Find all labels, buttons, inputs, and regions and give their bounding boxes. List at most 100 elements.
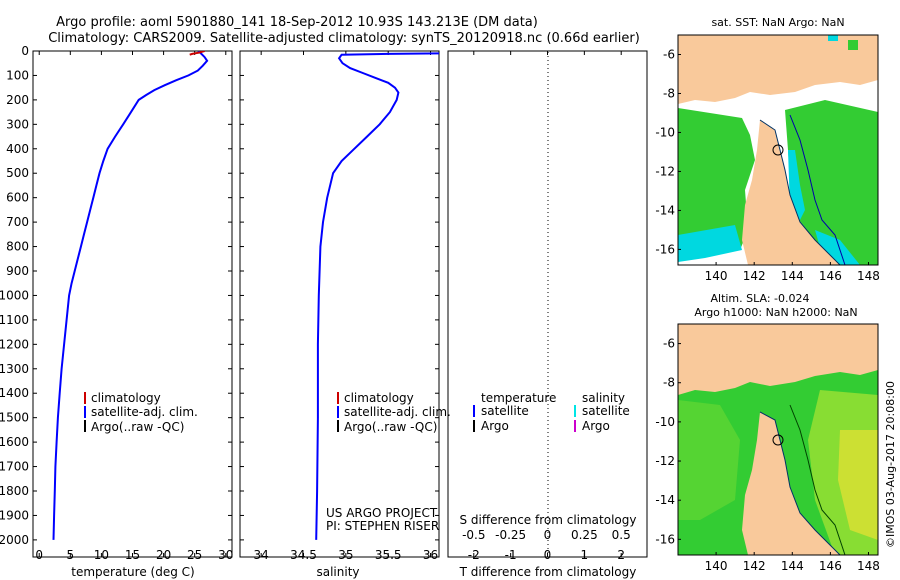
sla-map-xtick-label: 144 — [781, 559, 804, 573]
sst-map-ytick-label: -16 — [655, 242, 675, 256]
temperature-xtick-label: 5 — [66, 548, 74, 562]
temperature-ytick-label: 300 — [6, 117, 29, 131]
salinity-xtick-label: 35 — [338, 548, 353, 562]
temperature-ytick-label: 400 — [6, 142, 29, 156]
salinity-xtick-label: 34.5 — [290, 548, 317, 562]
temperature-ytick-label: 1500 — [0, 411, 29, 425]
temperature-xtick-label: 0 — [35, 548, 43, 562]
sst-map-ytick-label: -6 — [663, 47, 675, 61]
sla-anomaly-east-high — [838, 430, 878, 540]
salinity-series-satellite — [315, 52, 439, 540]
temperature-ytick-label: 1100 — [0, 313, 29, 327]
sst-coastline — [759, 119, 841, 265]
sla-map: Altim. SLA: -0.024 Argo h1000: NaN h2000… — [655, 292, 880, 573]
temp-legend-satellite: satellite — [481, 404, 529, 418]
sst-map-xtick-label: 146 — [819, 269, 842, 283]
sla-anomaly-west — [678, 400, 740, 520]
temperature-xtick-label: 10 — [94, 548, 109, 562]
temperature-ytick-label: 800 — [6, 240, 29, 254]
t-difference-xtick-label: 1 — [581, 548, 589, 562]
sst-map-ytick-label: -14 — [655, 203, 675, 217]
temperature-ytick-label: 2000 — [0, 533, 29, 547]
sst-map-ytick-label: -10 — [655, 125, 675, 139]
temperature-ytick-label: 1200 — [0, 337, 29, 351]
sst-shelf-line — [789, 114, 846, 265]
temperature-ytick-label: 1600 — [0, 435, 29, 449]
t-difference-label: T difference from climatology — [459, 565, 637, 579]
temperature-series-climatology — [189, 51, 205, 56]
temp-legend-argo: Argo — [481, 419, 509, 433]
sst-cloud-patch-green — [848, 40, 858, 50]
sst-map-xtick-label: 142 — [743, 269, 766, 283]
sla-map-ytick-label: -16 — [655, 532, 675, 546]
t-difference-xtick-label: 2 — [617, 548, 625, 562]
sst-cloud-patch-cyan — [828, 35, 838, 41]
temperature-panel: 0100200300400500600700800900100011001200… — [0, 44, 233, 579]
sla-map-ytick-label: -10 — [655, 415, 675, 429]
sla-map-xtick-label: 146 — [819, 559, 842, 573]
salinity-xtick-label: 34 — [254, 548, 269, 562]
salinity-axes-box — [239, 50, 440, 558]
temperature-xtick-label: 20 — [156, 548, 171, 562]
sst-float-marker — [772, 144, 784, 156]
sst-map-xtick-label: 148 — [857, 269, 880, 283]
sst-map-ytick-label: -12 — [655, 164, 675, 178]
salinity-xtick-label: 36 — [423, 548, 438, 562]
sla-map-ytick-label: -14 — [655, 493, 675, 507]
temperature-legend-satellite: satellite-adj. clim. — [91, 405, 198, 419]
sst-map-xtick-label: 140 — [705, 269, 728, 283]
s-difference-xtick-label: -0.25 — [495, 528, 526, 542]
s-difference-xtick-label: 0.25 — [571, 528, 598, 542]
sla-map-ytick-label: -12 — [655, 454, 675, 468]
temperature-ytick-label: 100 — [6, 68, 29, 82]
copyright-stamp: ©IMOS 03-Aug-2017 20:08:00 — [884, 381, 897, 548]
temperature-ytick-label: 200 — [6, 93, 29, 107]
temperature-xlabel: temperature (deg C) — [71, 565, 194, 579]
temperature-ytick-label: 1800 — [0, 484, 29, 498]
sal-legend-title: salinity — [582, 391, 625, 405]
salinity-legend-argo: Argo(..raw -QC) — [344, 420, 437, 434]
sla-map-xtick-label: 148 — [857, 559, 880, 573]
t-difference-xtick-label: 0 — [544, 548, 552, 562]
temperature-xtick-label: 15 — [125, 548, 140, 562]
sst-land-new-guinea — [678, 35, 878, 104]
salinity-legend: climatology satellite-adj. clim. Argo(..… — [337, 391, 451, 434]
sst-ocean-gulf-shelf — [678, 225, 742, 262]
title-line-1: Argo profile: aoml 5901880_141 18-Sep-20… — [56, 15, 538, 30]
temperature-legend-climatology: climatology — [91, 391, 161, 405]
sla-map-title-1: Altim. SLA: -0.024 — [710, 292, 809, 305]
salinity-legend-satellite: satellite-adj. clim. — [344, 405, 451, 419]
sal-legend-argo: Argo — [582, 419, 610, 433]
temperature-ytick-label: 1700 — [0, 460, 29, 474]
temperature-ytick-label: 600 — [6, 191, 29, 205]
sla-map-xtick-label: 140 — [705, 559, 728, 573]
t-difference-xtick-label: -2 — [468, 548, 480, 562]
sst-map-frame — [677, 34, 879, 266]
sla-map-ytick-label: -6 — [663, 337, 675, 351]
sst-land-cape-york — [742, 120, 840, 265]
temperature-ytick-label: 500 — [6, 166, 29, 180]
salinity-xtick-label: 35.5 — [375, 548, 402, 562]
temperature-ytick-label: 700 — [6, 215, 29, 229]
s-difference-xtick-label: 0 — [544, 528, 552, 542]
sal-legend-satellite: satellite — [582, 404, 630, 418]
sla-map-title-2: Argo h1000: NaN h2000: NaN — [694, 306, 857, 319]
sst-ocean-coral — [785, 100, 878, 265]
sla-map-ytick-label: -8 — [663, 376, 675, 390]
t-difference-xtick-label: -1 — [505, 548, 517, 562]
temperature-legend-argo: Argo(..raw -QC) — [91, 420, 184, 434]
sst-map-xtick-label: 144 — [781, 269, 804, 283]
title-line-2: Climatology: CARS2009. Satellite-adjuste… — [48, 31, 640, 46]
sla-coastline — [759, 411, 841, 555]
temp-legend-title: temperature — [481, 391, 556, 405]
temperature-axes-box — [32, 50, 233, 558]
sla-map-xtick-label: 142 — [743, 559, 766, 573]
sst-map: sat. SST: NaN Argo: NaN 140 142 144 146 148 -… — [655, 16, 880, 283]
sla-map-frame — [677, 323, 879, 556]
temperature-ytick-label: 1900 — [0, 508, 29, 522]
temperature-ytick-label: 900 — [6, 264, 29, 278]
sla-land-new-guinea — [678, 324, 878, 395]
temperature-series-satellite — [52, 51, 209, 540]
s-difference-xtick-label: -0.5 — [462, 528, 485, 542]
